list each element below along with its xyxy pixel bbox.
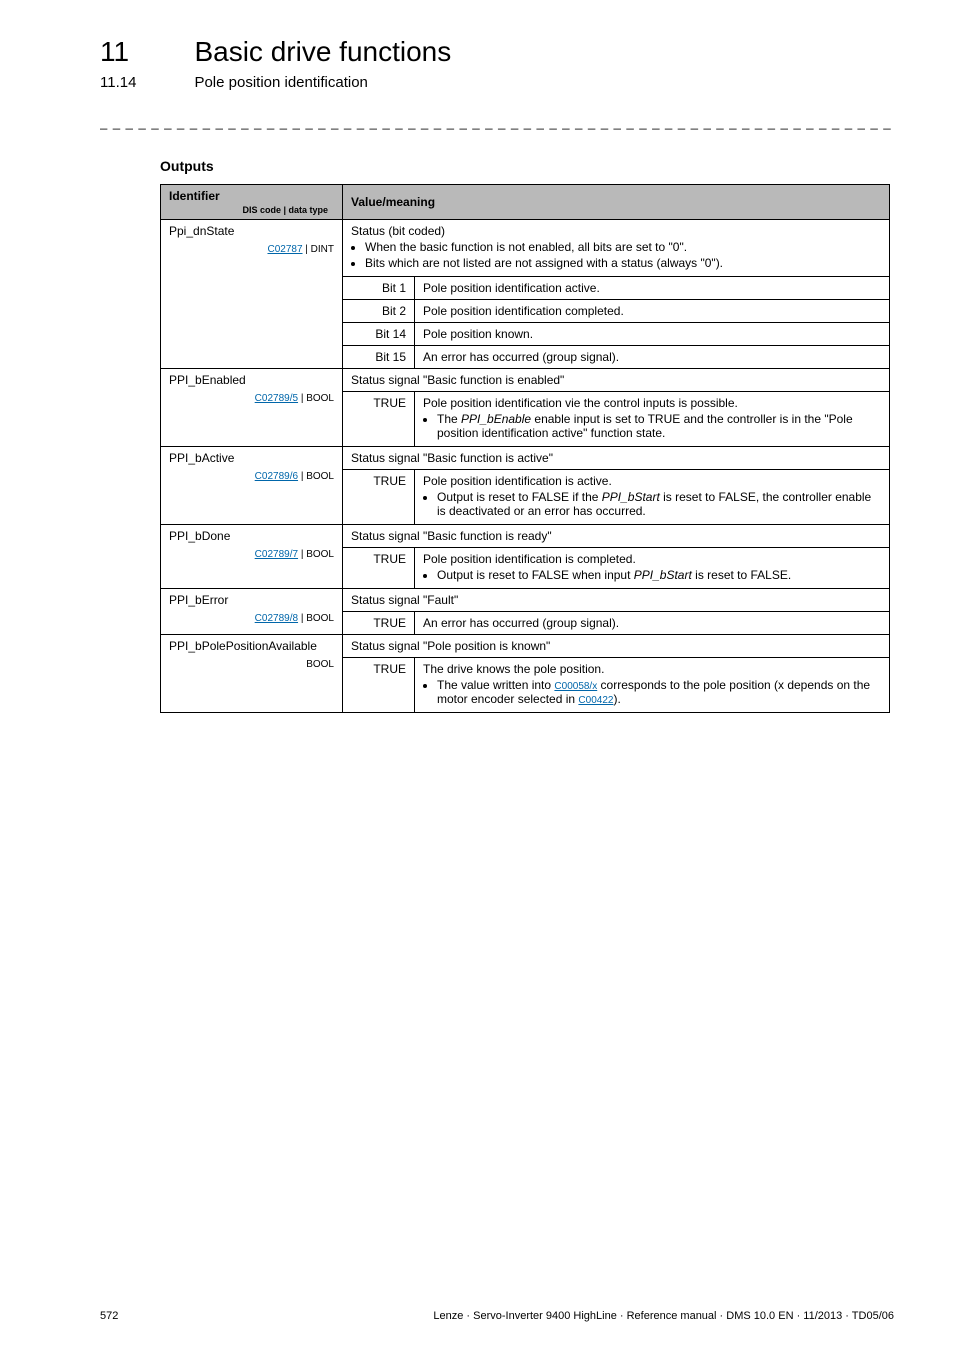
header-block: 11 Basic drive functions 11.14 Pole posi… bbox=[100, 36, 894, 91]
status-text: Status signal "Basic function is enabled… bbox=[343, 369, 890, 392]
identifier-cell: PPI_bEnabled C02789/5 | BOOL bbox=[161, 369, 343, 447]
code-link[interactable]: C00422 bbox=[578, 695, 613, 706]
bit-key: Bit 14 bbox=[343, 323, 415, 346]
value-text: Pole position identification is complete… bbox=[423, 552, 636, 566]
code-link[interactable]: C02787 bbox=[267, 244, 302, 255]
type-text: BOOL bbox=[306, 659, 334, 670]
text-fragment: is reset to FALSE. bbox=[692, 568, 791, 582]
bit-value: An error has occurred (group signal). bbox=[415, 612, 890, 635]
identifier-code: C02789/7 | BOOL bbox=[169, 549, 334, 560]
page-footer: 572 Lenze · Servo-Inverter 9400 HighLine… bbox=[100, 1310, 894, 1322]
desc-bullet: Bits which are not listed are not assign… bbox=[365, 256, 881, 270]
text-fragment: The bbox=[437, 412, 461, 426]
chapter-number: 11 bbox=[100, 36, 190, 68]
value-text: Pole position identification is active. bbox=[423, 474, 612, 488]
table-row: Ppi_dnState C02787 | DINT Status (bit co… bbox=[161, 220, 890, 277]
bit-key: TRUE bbox=[343, 658, 415, 713]
bit-value: Pole position identification active. bbox=[415, 277, 890, 300]
status-text: Status signal "Pole position is known" bbox=[343, 635, 890, 658]
type-text: | BOOL bbox=[298, 549, 334, 560]
bit-key: Bit 15 bbox=[343, 346, 415, 369]
section-title: Pole position identification bbox=[194, 74, 367, 91]
type-text: | BOOL bbox=[298, 613, 334, 624]
bit-value: Pole position identification is complete… bbox=[415, 548, 890, 589]
code-link[interactable]: C00058/x bbox=[554, 681, 597, 692]
identifier-code: BOOL bbox=[169, 659, 334, 670]
bit-key: Bit 1 bbox=[343, 277, 415, 300]
table-row: PPI_bEnabled C02789/5 | BOOL Status sign… bbox=[161, 369, 890, 392]
divider: _ _ _ _ _ _ _ _ _ _ _ _ _ _ _ _ _ _ _ _ … bbox=[100, 115, 894, 130]
footer-text: Lenze · Servo-Inverter 9400 HighLine · R… bbox=[433, 1310, 894, 1322]
text-fragment: Output is reset to FALSE if the bbox=[437, 490, 602, 504]
col-identifier-label: Identifier bbox=[169, 189, 220, 203]
italic-text: PPI_bEnable bbox=[461, 412, 531, 426]
status-text: Status signal "Basic function is active" bbox=[343, 447, 890, 470]
identifier-code: C02789/5 | BOOL bbox=[169, 393, 334, 404]
identifier-cell: PPI_bDone C02789/7 | BOOL bbox=[161, 525, 343, 589]
identifier-cell: PPI_bError C02789/8 | BOOL bbox=[161, 589, 343, 635]
section-number: 11.14 bbox=[100, 74, 190, 91]
italic-text: PPI_bStart bbox=[602, 490, 660, 504]
table-row: PPI_bDone C02789/7 | BOOL Status signal … bbox=[161, 525, 890, 548]
value-text: Pole position identification vie the con… bbox=[423, 396, 738, 410]
page-number: 572 bbox=[100, 1310, 118, 1322]
value-bullet: Output is reset to FALSE if the PPI_bSta… bbox=[437, 490, 881, 518]
identifier-name: PPI_bEnabled bbox=[169, 373, 246, 387]
bit-value: Pole position identification completed. bbox=[415, 300, 890, 323]
outputs-table: Identifier DIS code | data type Value/me… bbox=[160, 184, 890, 713]
identifier-code: C02789/6 | BOOL bbox=[169, 471, 334, 482]
code-link[interactable]: C02789/5 bbox=[255, 393, 298, 404]
bit-key: TRUE bbox=[343, 470, 415, 525]
outputs-heading: Outputs bbox=[160, 158, 894, 174]
value-bullet: The PPI_bEnable enable input is set to T… bbox=[437, 412, 881, 440]
table-row: PPI_bActive C02789/6 | BOOL Status signa… bbox=[161, 447, 890, 470]
identifier-name: PPI_bPolePositionAvailable bbox=[169, 639, 317, 653]
text-fragment: ). bbox=[613, 692, 620, 706]
table-row: PPI_bPolePositionAvailable BOOL Status s… bbox=[161, 635, 890, 658]
value-bullet: The value written into C00058/x correspo… bbox=[437, 678, 881, 706]
status-text: Status signal "Fault" bbox=[343, 589, 890, 612]
bit-value: The drive knows the pole position. The v… bbox=[415, 658, 890, 713]
desc-bullet: When the basic function is not enabled, … bbox=[365, 240, 881, 254]
identifier-cell: Ppi_dnState C02787 | DINT bbox=[161, 220, 343, 369]
text-fragment: Output is reset to FALSE when input bbox=[437, 568, 634, 582]
identifier-code: C02789/8 | BOOL bbox=[169, 613, 334, 624]
identifier-code: C02787 | DINT bbox=[169, 244, 334, 255]
bit-value: Pole position known. bbox=[415, 323, 890, 346]
bit-value: An error has occurred (group signal). bbox=[415, 346, 890, 369]
italic-text: PPI_bStart bbox=[634, 568, 692, 582]
value-text: The drive knows the pole position. bbox=[423, 662, 604, 676]
bit-value: Pole position identification vie the con… bbox=[415, 392, 890, 447]
identifier-cell: PPI_bPolePositionAvailable BOOL bbox=[161, 635, 343, 713]
type-text: | BOOL bbox=[298, 393, 334, 404]
bit-key: TRUE bbox=[343, 392, 415, 447]
col-value: Value/meaning bbox=[343, 185, 890, 220]
identifier-cell: PPI_bActive C02789/6 | BOOL bbox=[161, 447, 343, 525]
bit-key: Bit 2 bbox=[343, 300, 415, 323]
value-cell: Status (bit coded) When the basic functi… bbox=[343, 220, 890, 277]
type-text: | DINT bbox=[303, 244, 334, 255]
identifier-name: PPI_bDone bbox=[169, 529, 230, 543]
bit-key: TRUE bbox=[343, 612, 415, 635]
code-link[interactable]: C02789/6 bbox=[255, 471, 298, 482]
bit-value: Pole position identification is active. … bbox=[415, 470, 890, 525]
identifier-name: PPI_bError bbox=[169, 593, 228, 607]
col-identifier: Identifier DIS code | data type bbox=[161, 185, 343, 220]
type-text: | BOOL bbox=[298, 471, 334, 482]
chapter-title: Basic drive functions bbox=[194, 36, 451, 68]
desc-title: Status (bit coded) bbox=[351, 224, 445, 238]
status-text: Status signal "Basic function is ready" bbox=[343, 525, 890, 548]
col-dis-label: DIS code | data type bbox=[169, 205, 334, 215]
text-fragment: The value written into bbox=[437, 678, 554, 692]
bit-key: TRUE bbox=[343, 548, 415, 589]
code-link[interactable]: C02789/7 bbox=[255, 549, 298, 560]
table-header-row: Identifier DIS code | data type Value/me… bbox=[161, 185, 890, 220]
code-link[interactable]: C02789/8 bbox=[255, 613, 298, 624]
value-bullet: Output is reset to FALSE when input PPI_… bbox=[437, 568, 881, 582]
table-row: PPI_bError C02789/8 | BOOL Status signal… bbox=[161, 589, 890, 612]
identifier-name: Ppi_dnState bbox=[169, 224, 234, 238]
identifier-name: PPI_bActive bbox=[169, 451, 234, 465]
